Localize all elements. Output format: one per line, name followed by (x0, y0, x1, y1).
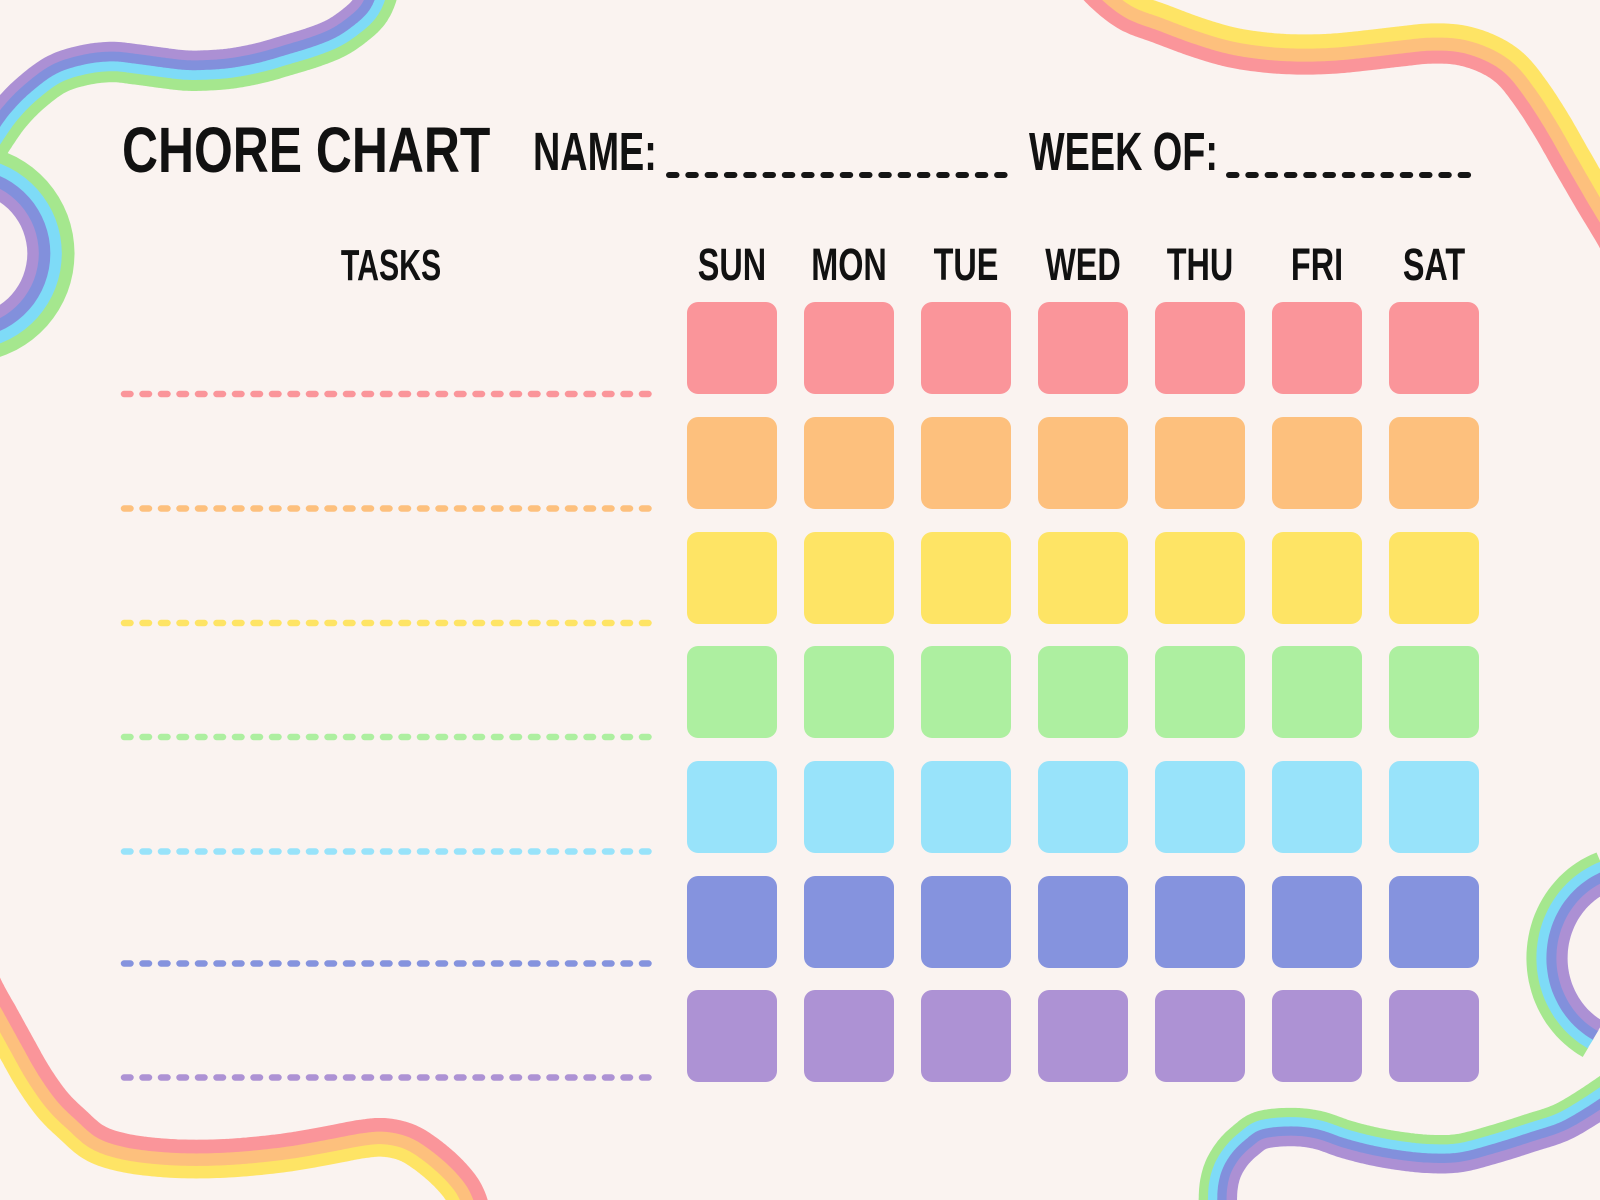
svg-text:SAT: SAT (1403, 241, 1465, 290)
svg-text:WED: WED (1045, 241, 1121, 290)
svg-text:FRI: FRI (1291, 241, 1343, 290)
svg-text:SUN: SUN (698, 241, 766, 290)
svg-text:CHORE CHART: CHORE CHART (122, 115, 490, 186)
svg-text:TASKS: TASKS (341, 242, 441, 291)
svg-text:WEEK OF:: WEEK OF: (1029, 121, 1218, 181)
svg-text:MON: MON (811, 241, 887, 290)
svg-text:TUE: TUE (934, 241, 999, 290)
svg-text:NAME:: NAME: (533, 121, 657, 181)
svg-text:THU: THU (1167, 241, 1234, 290)
